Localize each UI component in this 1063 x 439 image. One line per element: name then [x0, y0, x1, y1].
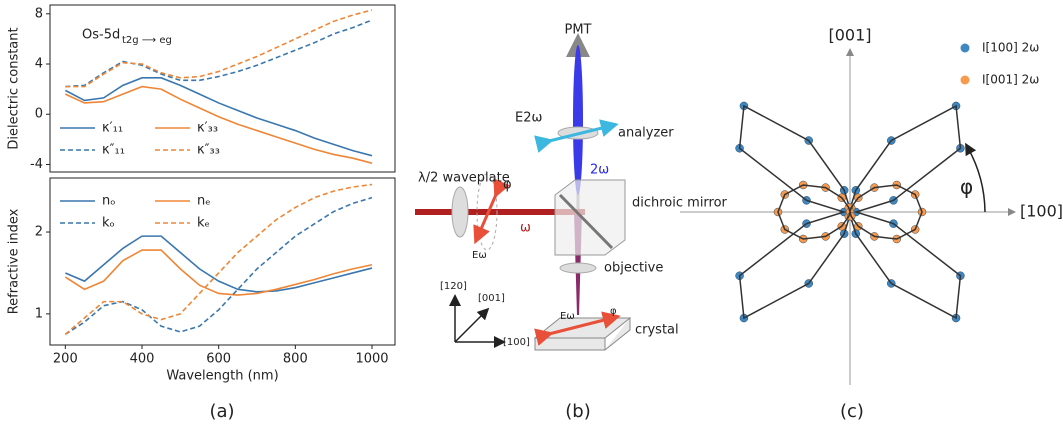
label: φ — [503, 178, 512, 193]
data-line — [65, 10, 372, 87]
legend-label: I[100] 2ω — [982, 41, 1039, 55]
label: Eω — [560, 311, 575, 322]
legend-label: nₒ — [102, 194, 116, 209]
legend-label: κ′₃₃ — [197, 121, 218, 136]
label: λ/2 waveplate — [418, 171, 510, 186]
y-tick-label: 4 — [35, 57, 43, 72]
x-tick-label: 200 — [53, 352, 78, 367]
y-axis-label: Refractive index — [7, 208, 22, 314]
label: φ — [610, 306, 617, 317]
legend-marker — [961, 44, 970, 53]
y-tick-label: 0 — [35, 107, 43, 122]
legend-label: κ″₃₃ — [197, 143, 220, 158]
label: E2ω — [515, 111, 542, 126]
caption: (b) — [565, 401, 590, 422]
legend-label: kₒ — [102, 216, 115, 231]
sh-beam — [573, 45, 583, 195]
label: objective — [604, 261, 663, 276]
label: crystal — [635, 323, 679, 338]
x-tick-label: 1000 — [355, 352, 388, 367]
figure: PMT analyzer E2ω λ/2 waveplate φ 2ω dich… — [0, 0, 1063, 439]
annotation-sub: t2g ⟶ eg — [122, 35, 172, 46]
label: [120] — [440, 281, 467, 292]
label: [001] — [478, 293, 505, 304]
label: PMT — [565, 23, 592, 38]
legend-label: κ″₁₁ — [102, 143, 125, 158]
x-tick-label: 800 — [283, 352, 308, 367]
axis-label: [100] — [1020, 202, 1063, 221]
caption: (a) — [209, 401, 234, 422]
x-tick-label: 600 — [206, 352, 231, 367]
x-tick-label: 400 — [130, 352, 155, 367]
waveplate — [452, 187, 468, 237]
label: dichroic mirror — [632, 196, 728, 211]
caption: (c) — [840, 401, 864, 422]
label: Eω — [472, 250, 487, 261]
annotation: Os-5d — [82, 28, 120, 43]
data-line — [65, 236, 372, 292]
y-axis-label: Dielectric constant — [7, 27, 22, 149]
axis-label: [001] — [828, 26, 871, 45]
y-tick-label: 2 — [35, 225, 43, 240]
y-tick-label: 1 — [35, 306, 43, 321]
legend-label: nₑ — [197, 194, 211, 209]
axis-001 — [455, 312, 485, 342]
label: analyzer — [618, 126, 674, 141]
label: [100] — [503, 337, 530, 348]
legend-label: I[001] 2ω — [982, 73, 1039, 87]
setup-diagram: PMT analyzer E2ω λ/2 waveplate φ 2ω dich… — [415, 23, 728, 351]
label: 2ω — [590, 163, 609, 178]
legend-label: kₑ — [197, 216, 210, 231]
legend-marker — [961, 76, 970, 85]
label: ω — [520, 221, 531, 236]
legend-label: κ′₁₁ — [102, 121, 123, 136]
y-tick-label: 8 — [35, 6, 43, 21]
x-axis-label: Wavelength (nm) — [166, 369, 278, 384]
angle-label: φ — [960, 175, 973, 199]
y-tick-label: -4 — [30, 157, 43, 172]
dichroic-cube — [555, 180, 625, 255]
objective-lens — [560, 263, 596, 273]
